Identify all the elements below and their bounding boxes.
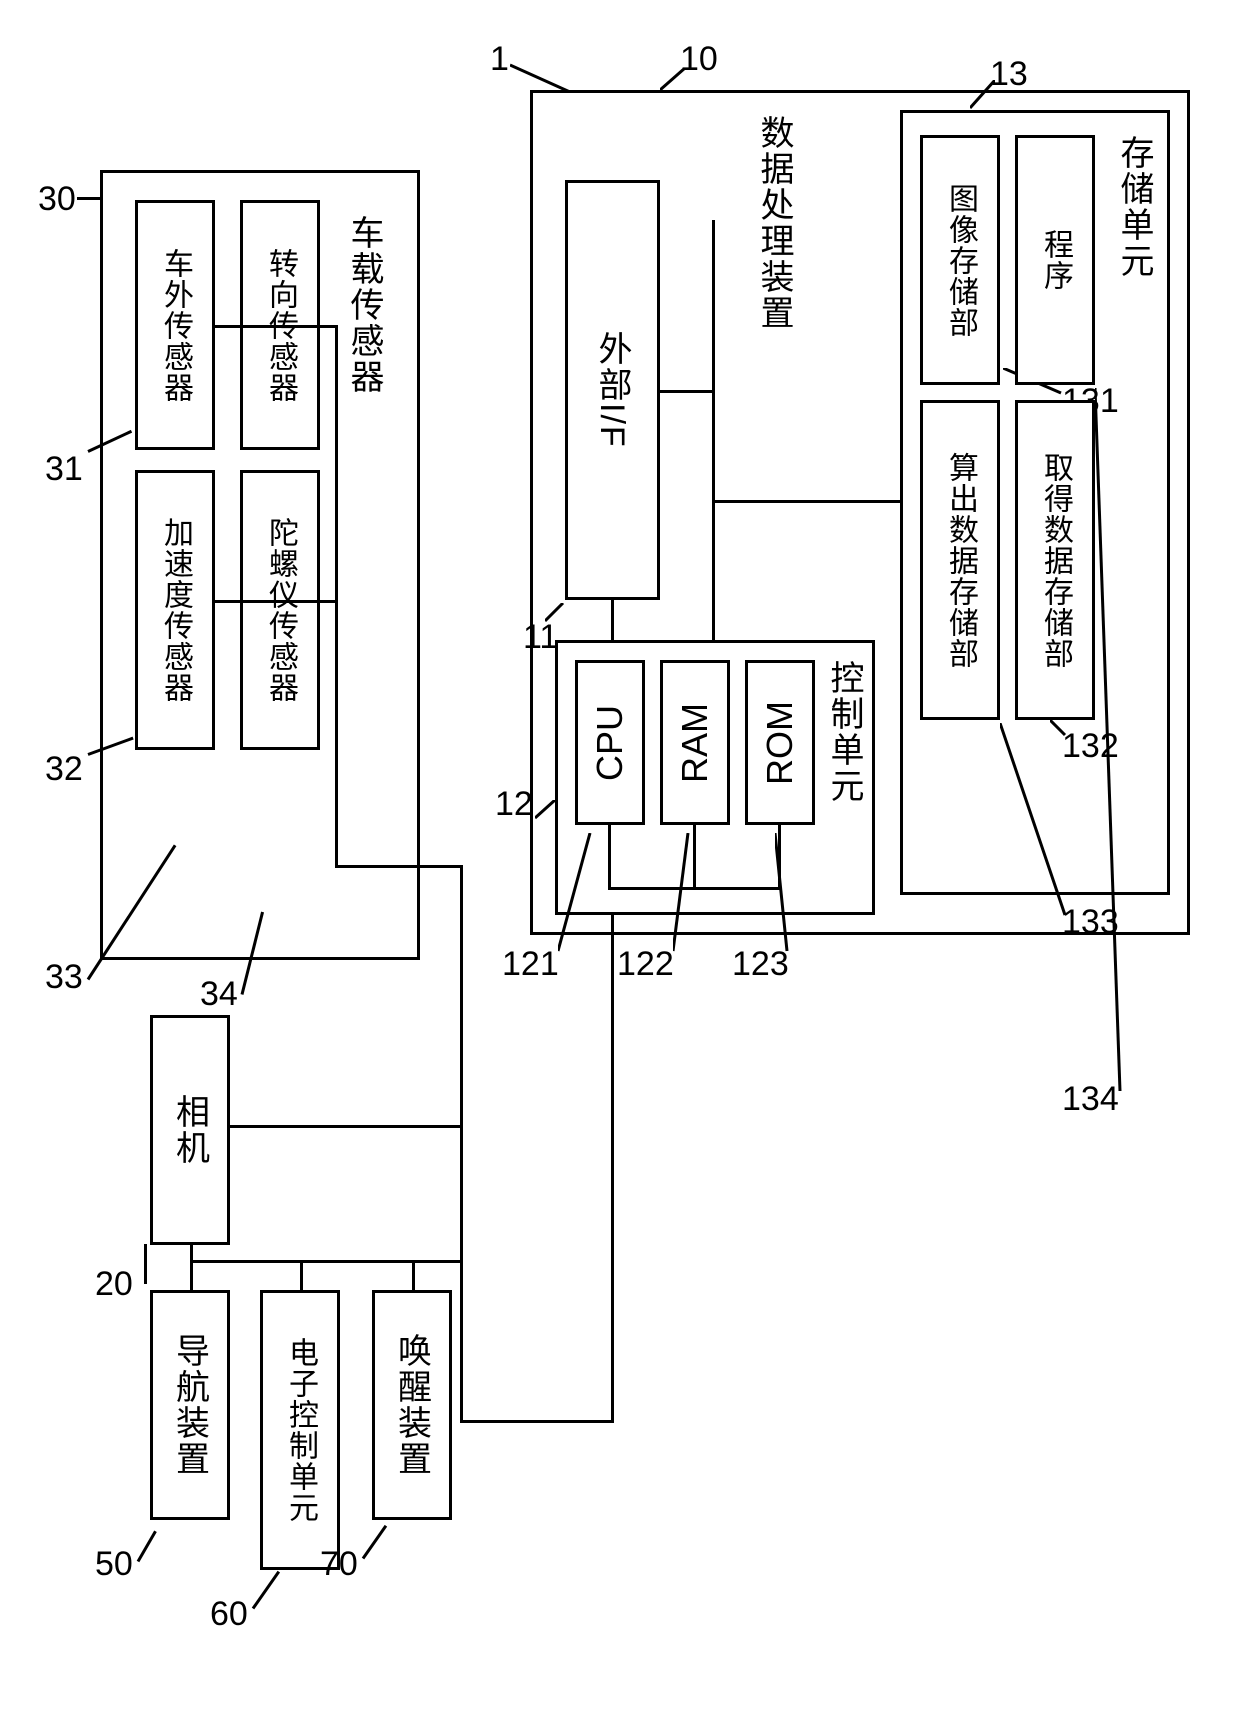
data-processor-title: 数据处理装置 [750,115,799,336]
data-processor-leader [660,68,690,93]
image-store-box: 图像存储部 [920,135,1000,385]
nav-ref: 50 [95,1545,133,1584]
rom-box: ROM [745,660,815,825]
ecu-ref: 60 [210,1595,248,1634]
if-to-bus-h [660,390,715,393]
storage-to-bus-h [712,500,900,503]
cu-inner-bus [608,887,781,890]
bus-camera-h [230,1125,463,1128]
sensor-group-leader [77,197,102,200]
sensor-outside-ref: 31 [45,450,83,489]
sensor-gyro-box: 陀螺仪传感器 [240,470,320,750]
external-if-label: 外部I/F [588,331,637,449]
ecu-label: 电子控制单元 [278,1337,322,1523]
nav-label: 导航装置 [166,1333,215,1477]
external-if-ref: 11 [523,618,558,657]
program-label: 程序 [1033,229,1077,291]
acq-store-label: 取得数据存储部 [1033,452,1077,669]
storage-unit-title: 存储单元 [1110,135,1159,284]
nav-stub-v [190,1260,193,1290]
sensor-accel-ref: 32 [45,750,83,789]
sensor-bus-v [335,325,338,865]
bus-sensor-h [420,865,463,868]
image-store-label: 图像存储部 [938,183,982,338]
sensor-accel-label: 加速度传感器 [153,517,197,703]
nav-stub-h [190,1260,463,1263]
sensor-outside-label: 车外传感器 [153,248,197,403]
ram-label: RAM [674,703,716,783]
ram-ref: 122 [617,945,674,984]
acq-store-box: 取得数据存储部 [1015,400,1095,720]
camera-box: 相机 [150,1015,230,1245]
sensor-s33-h [320,600,338,603]
sensor-gyro-ref: 33 [45,958,83,997]
ecu-box: 电子控制单元 [260,1290,340,1570]
camera-leader [144,1244,147,1284]
wake-box: 唤醒装置 [372,1290,452,1520]
sensor-s34-h [320,325,338,328]
sensor-group-out-h [335,865,420,868]
sensor-gyro-label: 陀螺仪传感器 [258,517,302,703]
camera-label: 相机 [166,1094,215,1166]
bus-to-if-h [460,1420,614,1423]
cpu-stub [608,825,611,890]
control-unit-leader [535,800,560,820]
control-unit-ref: 12 [495,785,533,824]
sensor-accel-box: 加速度传感器 [135,470,215,750]
main-bus-v [460,865,463,1422]
ram-box: RAM [660,660,730,825]
cpu-box: CPU [575,660,645,825]
wake-label: 唤醒装置 [388,1333,437,1477]
calc-store-leader [1000,723,1070,918]
sensor-group-title: 车载传感器 [340,215,389,400]
ecu-leader [252,1571,280,1610]
if-entry-v [611,930,614,1423]
sensor-outside-box: 车外传感器 [135,200,215,450]
storage-unit-ref: 13 [990,55,1028,94]
cpu-leader [558,833,593,953]
rom-label: ROM [759,701,801,785]
calc-store-box: 算出数据存储部 [920,400,1000,720]
wake-ref: 70 [320,1545,358,1584]
sensor-group-ref: 30 [38,180,76,219]
sensor-steering-ref: 34 [200,975,238,1014]
cpu-ref: 121 [502,945,559,984]
ecu-stub-v [300,1260,303,1290]
system-ref: 1 [490,40,509,79]
calc-store-label: 算出数据存储部 [938,452,982,669]
external-if-box: 外部I/F [565,180,660,600]
external-if-leader [545,603,570,623]
control-unit-title: 控制单元 [820,660,869,809]
cpu-label: CPU [589,704,631,780]
rom-stub [778,825,781,890]
nav-leader [137,1530,157,1562]
wake-leader [362,1525,387,1559]
ram-stub [693,825,696,890]
nav-box: 导航装置 [150,1290,230,1520]
program-leader [1095,388,1155,1096]
storage-unit-leader [970,80,995,110]
wake-stub-v [412,1260,415,1290]
program-box: 程序 [1015,135,1095,385]
camera-ref: 20 [95,1265,133,1304]
